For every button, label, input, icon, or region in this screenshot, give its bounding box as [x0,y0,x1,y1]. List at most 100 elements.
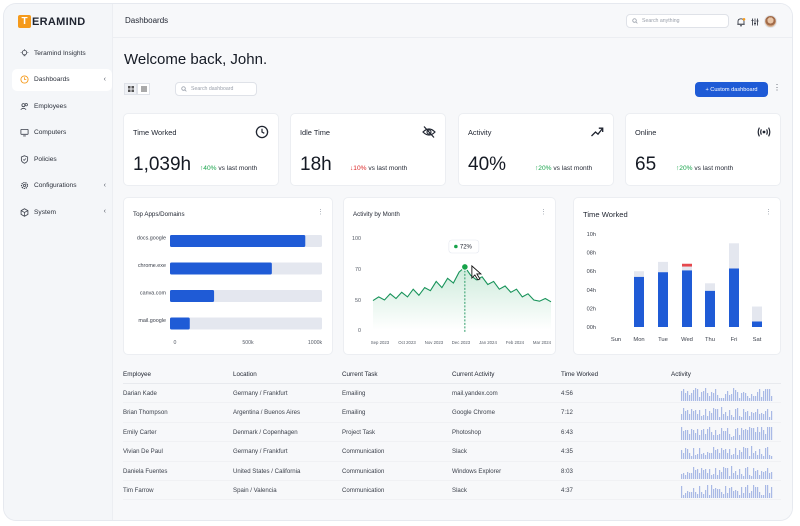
spark-bar [747,448,749,460]
bar-docs-google[interactable] [170,235,306,247]
column-header[interactable]: Time Worked [561,371,599,378]
panel-more-icon[interactable]: ⋮ [317,209,324,216]
bar-chrome-exe[interactable] [170,262,272,275]
spark-bar [763,414,765,421]
table-row[interactable]: Emily Carter Denmark / Copenhagen Project … [123,423,781,443]
sidebar-item-teramind-insights[interactable]: Teramind Insights [12,42,112,64]
change-percent: 40% [203,165,217,172]
spark-bar [705,455,707,460]
bar-sat-segment-1[interactable] [752,306,762,322]
bar-wed-segment-1[interactable] [682,266,692,271]
sidebar-item-policies[interactable]: Policies [12,148,112,170]
table-cell: Germany / Frankfurt [233,390,288,397]
column-header[interactable]: Current Activity [452,371,495,378]
bar-mon-segment-0[interactable] [634,276,644,327]
table-cell: Germany / Frankfurt [233,448,288,456]
spark-bar [759,389,761,401]
spark-bar [757,426,759,440]
activity-line [372,266,552,303]
spark-bar [757,409,759,421]
highlight-point[interactable] [461,263,469,271]
change-suffix: vs last month [694,165,734,172]
table-cell: Google Chrome [452,409,496,417]
spark-bar [759,431,761,440]
stat-card-time-worked[interactable]: Time Worked 1,039h ↑40% vs last month [123,113,279,186]
custom-dashboard-button[interactable]: + Custom dashboard [695,82,768,97]
table-row[interactable]: Vivian De Paul Germany / Frankfurt Communi… [123,442,781,462]
stat-card-idle-time[interactable]: Idle Time 18h ↓10% vs last month [290,113,446,186]
dashboard-search-input[interactable]: Search dashboard [175,82,257,96]
global-search-placeholder: Search anything [642,18,680,24]
more-options-icon[interactable]: ⋮ [773,83,781,92]
column-header[interactable]: Location [233,371,257,378]
bar-mon-segment-1[interactable] [634,271,644,277]
table-row[interactable]: Daniela Fuentes United States / Californi… [123,462,781,481]
table-cell: Slack [452,448,467,456]
global-search-input[interactable]: Search anything [626,14,729,28]
spark-bar [755,396,757,401]
bar-thu-segment-1[interactable] [705,283,715,291]
list-view-button[interactable] [137,83,150,95]
chevron-left-icon[interactable]: ‹ [103,208,106,215]
chevron-left-icon[interactable]: ‹ [103,181,106,189]
y-tick-label: 04h [587,288,596,294]
column-header[interactable]: Activity [671,371,691,378]
spark-bar [741,486,743,498]
bar-canva-com[interactable] [170,290,215,302]
spark-bar [681,414,683,421]
table-row[interactable]: Tim Farrow Spain / Valencia Communication S… [123,481,781,501]
sliders-icon[interactable] [750,17,760,27]
bar-tue-segment-1[interactable] [658,261,668,273]
spark-bar [731,455,733,460]
spark-bar [695,491,697,498]
change-percent: 20% [538,165,552,172]
sidebar-item-dashboards[interactable]: Dashboards ‹ [12,68,112,91]
spark-bar [687,410,689,421]
stat-card-activity[interactable]: Activity 40% ↑20% vs last month [458,113,614,186]
spark-bar [717,449,719,460]
bar-fri-segment-1[interactable] [729,243,739,269]
table-row[interactable]: Darian Kade Germany / Frankfurt Emailing ma… [123,384,781,404]
sidebar-item-label: Computers [34,129,67,136]
spark-bar [713,393,715,401]
spark-bar [711,474,713,479]
spark-bar [697,389,699,401]
grid-view-button[interactable] [124,83,137,95]
spark-bar [759,474,761,479]
bell-icon[interactable] [736,17,746,27]
logo-mark: T [18,15,31,28]
spark-bar [695,455,697,460]
bar-sat-segment-0[interactable] [752,321,762,327]
x-tick-label: Sat [753,337,762,343]
panel-more-icon[interactable]: ⋮ [540,209,547,216]
table-cell: Spain / Valencia [233,486,277,494]
bar-fri-segment-0[interactable] [729,268,739,327]
spark-bar [731,486,733,498]
bar-wed-segment-2[interactable] [682,263,692,267]
spark-bar [751,427,753,440]
spark-bar [727,467,729,479]
bar-mail-google[interactable] [170,317,190,330]
spark-bar [763,456,765,460]
arrow-up-icon: ↑ [200,165,204,172]
table-row[interactable]: Brian Thompson Argentina / Buenos Aires Em… [123,403,781,423]
spark-bar [725,412,727,421]
panel-more-icon[interactable]: ⋮ [765,209,772,216]
chevron-left-icon[interactable]: ‹ [103,75,106,83]
sidebar-item-employees[interactable]: Employees [12,95,112,117]
stat-card-online[interactable]: Online 65 ↑20% vs last month [625,113,781,186]
user-avatar[interactable] [764,15,777,28]
sidebar-item-system[interactable]: System ‹ [12,201,112,223]
column-header[interactable]: Current Task [342,371,378,378]
bar-wed-segment-0[interactable] [682,270,692,327]
bar-tue-segment-0[interactable] [658,272,668,327]
spark-bar [761,494,763,498]
change-suffix: vs last month [368,165,408,172]
column-header[interactable]: Employee [123,371,152,378]
sidebar-item-configurations[interactable]: Configurations ‹ [12,175,112,197]
sidebar-item-label: System [34,208,56,216]
teramind-logo[interactable]: T ERAMIND [18,15,85,28]
activity-by-month-panel: Activity by Month ⋮ 0 50 70 100 72% Sep 2023 O… [343,197,556,355]
bar-thu-segment-0[interactable] [705,290,715,327]
sidebar-item-computers[interactable]: Computers [12,122,112,144]
